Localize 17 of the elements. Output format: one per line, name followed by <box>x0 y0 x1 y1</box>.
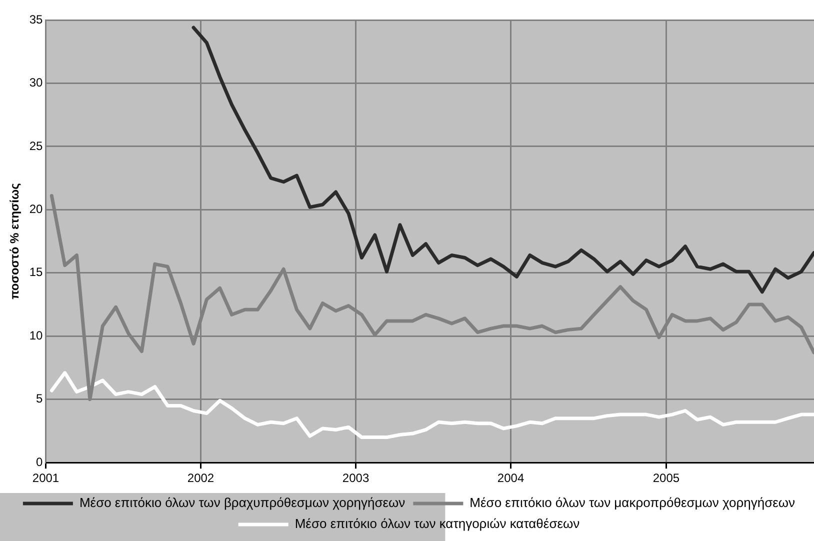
y-tick-label: 25 <box>29 138 44 153</box>
y-axis-title: ποσοστό % ετησίως <box>8 183 22 300</box>
x-tick-label: 2001 <box>32 471 60 486</box>
y-tick-label: 10 <box>29 328 44 342</box>
y-tick-label: 30 <box>29 76 44 90</box>
y-tick-label: 5 <box>36 392 44 406</box>
legend-label: Μέσο επιτόκιο όλων των κατηγοριών καταθέσεων <box>294 516 580 532</box>
legend-label: Μέσο επιτόκιο όλων των μακροπρόθεσμων χορηγήσεων <box>470 495 796 510</box>
x-tick-label: 2004 <box>497 471 524 486</box>
x-tick-label: 2005 <box>652 471 680 486</box>
y-tick-label: 35 <box>29 12 44 26</box>
y-tick-label: 20 <box>29 202 44 216</box>
x-tick-label: 2003 <box>342 471 370 486</box>
y-tick-label: 15 <box>29 265 44 280</box>
legend-label: Μέσο επιτόκιο όλων των βραχυπρόθεσμων χορηγήσεων <box>79 495 406 510</box>
x-tick-label: 2002 <box>187 471 214 486</box>
y-tick-label: 0 <box>36 454 44 469</box>
